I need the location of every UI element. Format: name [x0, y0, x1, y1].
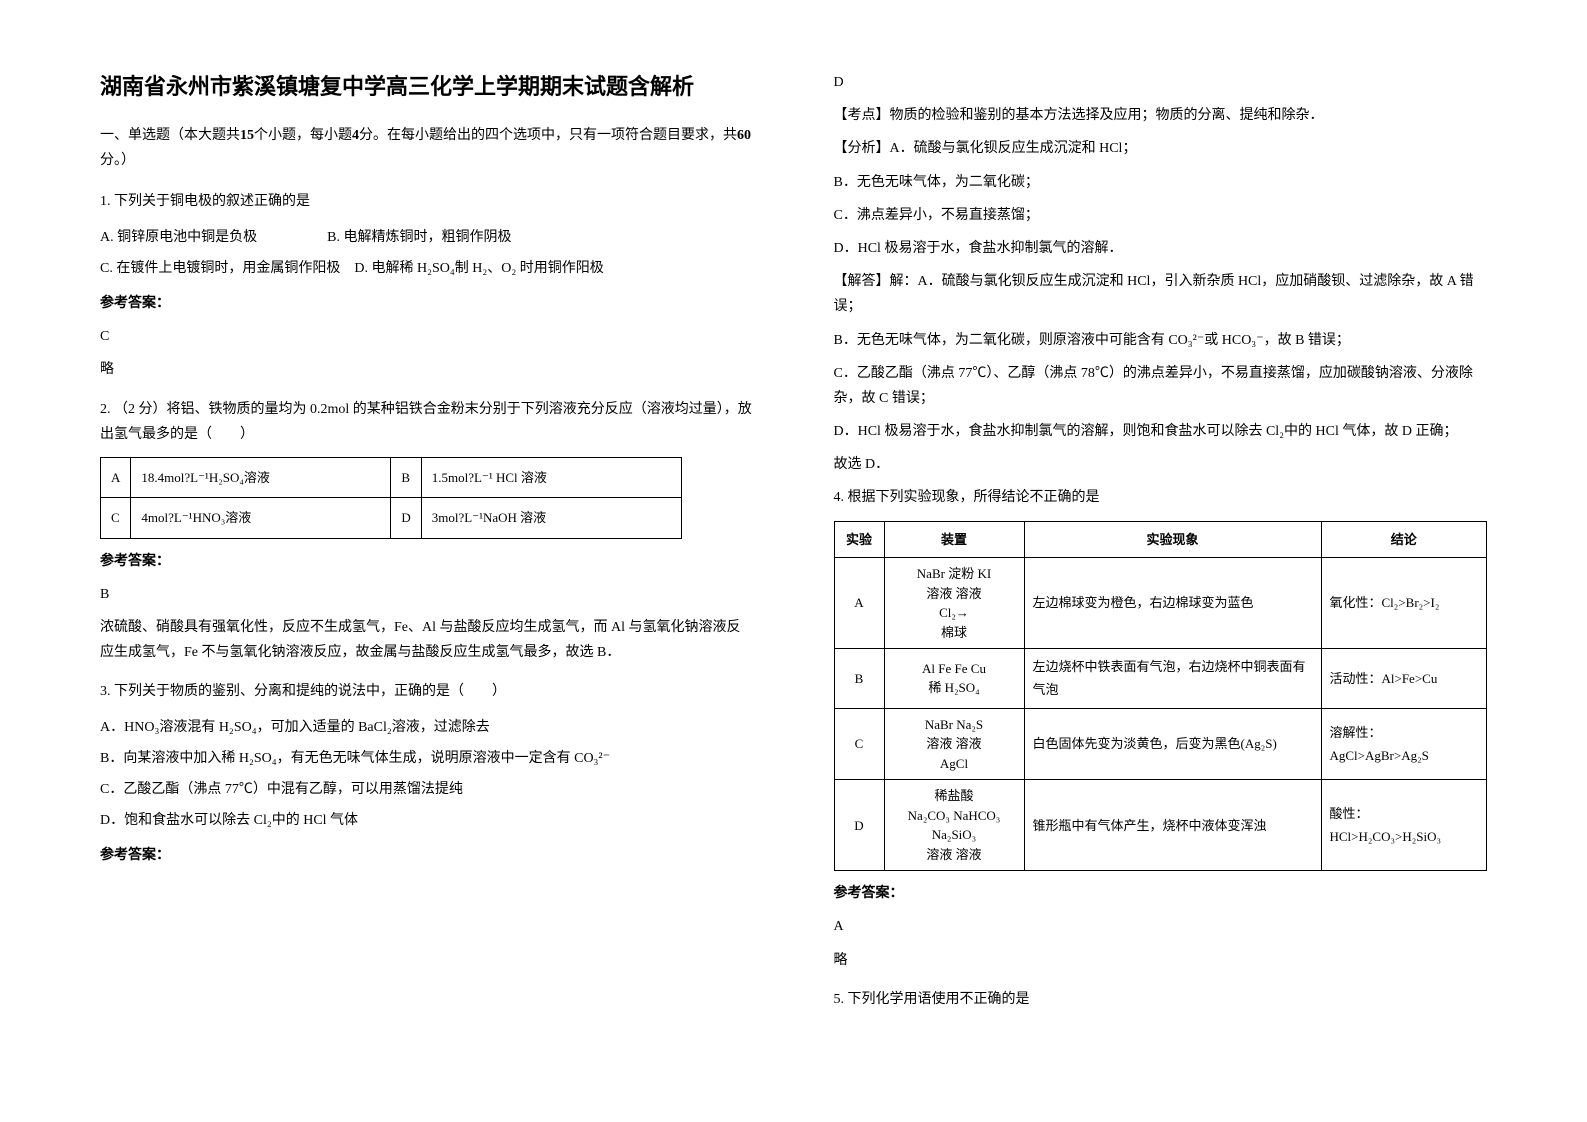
q2-answer-label: 参考答案： — [100, 549, 754, 574]
q4-hdr1: 实验 — [834, 521, 884, 557]
q2-cellD-label: D — [391, 498, 421, 538]
q4-rowB-label: B — [834, 649, 884, 709]
q4-rowB-device: Al Fe Fe Cu 稀 H₂SO₄ — [884, 649, 1024, 709]
q4-answer-label: 参考答案： — [834, 881, 1488, 906]
q1-answer: C — [100, 324, 754, 349]
q4-rowC-conclusion: 溶解性：AgCl>AgBr>Ag₂S — [1321, 708, 1487, 780]
q4-rowB-phenom: 左边烧杯中铁表面有气泡，右边烧杯中铜表面有气泡 — [1024, 649, 1321, 709]
q4-rowA-label: A — [834, 558, 884, 649]
q2-cellB: 1.5mol?L⁻¹ HCl 溶液 — [421, 457, 681, 497]
question-1: 1. 下列关于铜电极的叙述正确的是 A. 铜锌原电池中铜是负极 B. 电解精炼铜… — [100, 189, 754, 382]
q3-analysisB: B．无色无味气体，为二氧化碳； — [834, 170, 1488, 195]
q3-optD: D．饱和食盐水可以除去 Cl₂中的 HCl 气体 — [100, 808, 754, 833]
q4-rowA-phenom: 左边棉球变为橙色，右边棉球变为蓝色 — [1024, 558, 1321, 649]
q1-optC: C. 在镀件上电镀铜时，用金属铜作阳极 — [100, 261, 340, 276]
q3-solution-intro: 解：A．硫酸与氯化钡反应生成沉淀和 HCl，引入新杂质 HCl，应加硝酸钡、过滤… — [834, 274, 1474, 314]
section-points: 4 — [352, 128, 359, 143]
q4-rowD-phenom: 锥形瓶中有气体产生，烧杯中液体变浑浊 — [1024, 780, 1321, 871]
q3-analysis-label: 【分析】 — [834, 141, 890, 156]
q1-optA: A. 铜锌原电池中铜是负极 — [100, 230, 257, 245]
q3-topic-text: 物质的检验和鉴别的基本方法选择及应用；物质的分离、提纯和除杂． — [890, 108, 1324, 123]
q2-cellA: 18.4mol?L⁻¹H₂SO₄溶液 — [131, 457, 391, 497]
q2-cellD: 3mol?L⁻¹NaOH 溶液 — [421, 498, 681, 538]
q3-solution-label: 【解答】 — [834, 274, 890, 289]
q4-answer: A — [834, 914, 1488, 939]
q4-hdr2: 装置 — [884, 521, 1024, 557]
q4-table: 实验 装置 实验现象 结论 A NaBr 淀粉 KI 溶液 溶液 Cl₂→ 棉球… — [834, 521, 1488, 872]
q4-rowA-conclusion: 氧化性：Cl₂>Br₂>I₂ — [1321, 558, 1487, 649]
question-4: 4. 根据下列实验现象，所得结论不正确的是 实验 装置 实验现象 结论 A Na… — [834, 485, 1488, 972]
q2-cellC-label: C — [101, 498, 131, 538]
q2-text: 2. （2 分）将铝、铁物质的量均为 0.2mol 的某种铝铁合金粉末分别于下列… — [100, 397, 754, 447]
q4-hdr4: 结论 — [1321, 521, 1487, 557]
question-5: 5. 下列化学用语使用不正确的是 — [834, 987, 1488, 1012]
section-header: 一、单选题（本大题共15个小题，每小题4分。在每小题给出的四个选项中，只有一项符… — [100, 123, 754, 173]
q4-rowD-device: 稀盐酸 Na₂CO₃ NaHCO₃ Na₂SiO₃ 溶液 溶液 — [884, 780, 1024, 871]
q3-optB: B．向某溶液中加入稀 H₂SO₄，有无色无味气体生成，说明原溶液中一定含有 CO… — [100, 746, 754, 771]
q4-hdr3: 实验现象 — [1024, 521, 1321, 557]
q1-options-ab: A. 铜锌原电池中铜是负极 B. 电解精炼铜时，粗铜作阴极 — [100, 225, 754, 250]
section-total: 60 — [737, 128, 751, 143]
q1-brief: 略 — [100, 357, 754, 382]
section-prefix: 一、单选题（本大题共 — [100, 128, 240, 143]
q3-answer: D — [834, 70, 1488, 95]
q3-topic-label: 【考点】 — [834, 108, 890, 123]
q2-answer: B — [100, 582, 754, 607]
q4-rowA-device-text: NaBr 淀粉 KI 溶液 溶液 Cl₂→ — [893, 564, 1016, 623]
q4-rowC-label: C — [834, 708, 884, 780]
q4-rowA-device-sub: 棉球 — [893, 623, 1016, 643]
q4-rowB-conclusion: 活动性：Al>Fe>Cu — [1321, 649, 1487, 709]
q3-analysisA-text: A．硫酸与氯化钡反应生成沉淀和 HCl； — [890, 141, 1137, 156]
section-end: 分。） — [100, 153, 135, 168]
q4-brief: 略 — [834, 948, 1488, 973]
q1-options-cd: C. 在镀件上电镀铜时，用金属铜作阳极 D. 电解稀 H₂SO₄制 H₂、O₂ … — [100, 256, 754, 281]
q3-solutionC: C．乙酸乙酯（沸点 77℃）、乙醇（沸点 78℃）的沸点差异小，不易直接蒸馏，应… — [834, 361, 1488, 411]
q1-text: 1. 下列关于铜电极的叙述正确的是 — [100, 189, 754, 214]
q2-cellA-label: A — [101, 457, 131, 497]
q4-rowD-label: D — [834, 780, 884, 871]
q1-optB: B. 电解精炼铜时，粗铜作阴极 — [327, 230, 511, 245]
q3-analysisC: C．沸点差异小，不易直接蒸馏； — [834, 203, 1488, 228]
q4-rowC-device: NaBr Na₂S 溶液 溶液 AgCl — [884, 708, 1024, 780]
q3-conclusion: 故选 D． — [834, 452, 1488, 477]
section-count: 15 — [240, 128, 254, 143]
q2-table: A 18.4mol?L⁻¹H₂SO₄溶液 B 1.5mol?L⁻¹ HCl 溶液… — [100, 457, 682, 539]
q3-analysisA: 【分析】A．硫酸与氯化钡反应生成沉淀和 HCl； — [834, 136, 1488, 161]
q3-solutionD: D．HCl 极易溶于水，食盐水抑制氯气的溶解，则饱和食盐水可以除去 Cl₂中的 … — [834, 419, 1488, 444]
q5-text: 5. 下列化学用语使用不正确的是 — [834, 987, 1488, 1012]
q3-optA: A．HNO₃溶液混有 H₂SO₄，可加入适量的 BaCl₂溶液，过滤除去 — [100, 715, 754, 740]
q3-optC: C．乙酸乙酯（沸点 77℃）中混有乙醇，可以用蒸馏法提纯 — [100, 777, 754, 802]
q3-text: 3. 下列关于物质的鉴别、分离和提纯的说法中，正确的是（ ） — [100, 679, 754, 704]
question-3: 3. 下列关于物质的鉴别、分离和提纯的说法中，正确的是（ ） A．HNO₃溶液混… — [100, 679, 754, 868]
q3-analysisD: D．HCl 极易溶于水，食盐水抑制氯气的溶解． — [834, 236, 1488, 261]
q2-explanation: 浓硫酸、硝酸具有强氧化性，反应不生成氢气，Fe、Al 与盐酸反应均生成氢气，而 … — [100, 615, 754, 665]
q3-answer-label: 参考答案： — [100, 843, 754, 868]
q3-topic: 【考点】物质的检验和鉴别的基本方法选择及应用；物质的分离、提纯和除杂． — [834, 103, 1488, 128]
section-mid: 个小题，每小题 — [254, 128, 352, 143]
q1-optD: D. 电解稀 H₂SO₄制 H₂、O₂ 时用铜作阳极 — [354, 261, 603, 276]
q4-text: 4. 根据下列实验现象，所得结论不正确的是 — [834, 485, 1488, 510]
q2-cellB-label: B — [391, 457, 421, 497]
q4-rowC-phenom: 白色固体先变为淡黄色，后变为黑色(Ag₂S) — [1024, 708, 1321, 780]
page-title: 湖南省永州市紫溪镇塘复中学高三化学上学期期末试题含解析 — [100, 70, 754, 103]
q2-cellC: 4mol?L⁻¹HNO₃溶液 — [131, 498, 391, 538]
q4-rowA-device: NaBr 淀粉 KI 溶液 溶液 Cl₂→ 棉球 — [884, 558, 1024, 649]
q3-solutionA: 【解答】解：A．硫酸与氯化钡反应生成沉淀和 HCl，引入新杂质 HCl，应加硝酸… — [834, 269, 1488, 319]
section-mid2: 分。在每小题给出的四个选项中，只有一项符合题目要求，共 — [359, 128, 737, 143]
q1-answer-label: 参考答案： — [100, 291, 754, 316]
question-2: 2. （2 分）将铝、铁物质的量均为 0.2mol 的某种铝铁合金粉末分别于下列… — [100, 397, 754, 666]
q3-solutionB: B．无色无味气体，为二氧化碳，则原溶液中可能含有 CO₃²⁻或 HCO₃⁻，故 … — [834, 328, 1488, 353]
q4-rowD-conclusion: 酸性：HCl>H₂CO₃>H₂SiO₃ — [1321, 780, 1487, 871]
